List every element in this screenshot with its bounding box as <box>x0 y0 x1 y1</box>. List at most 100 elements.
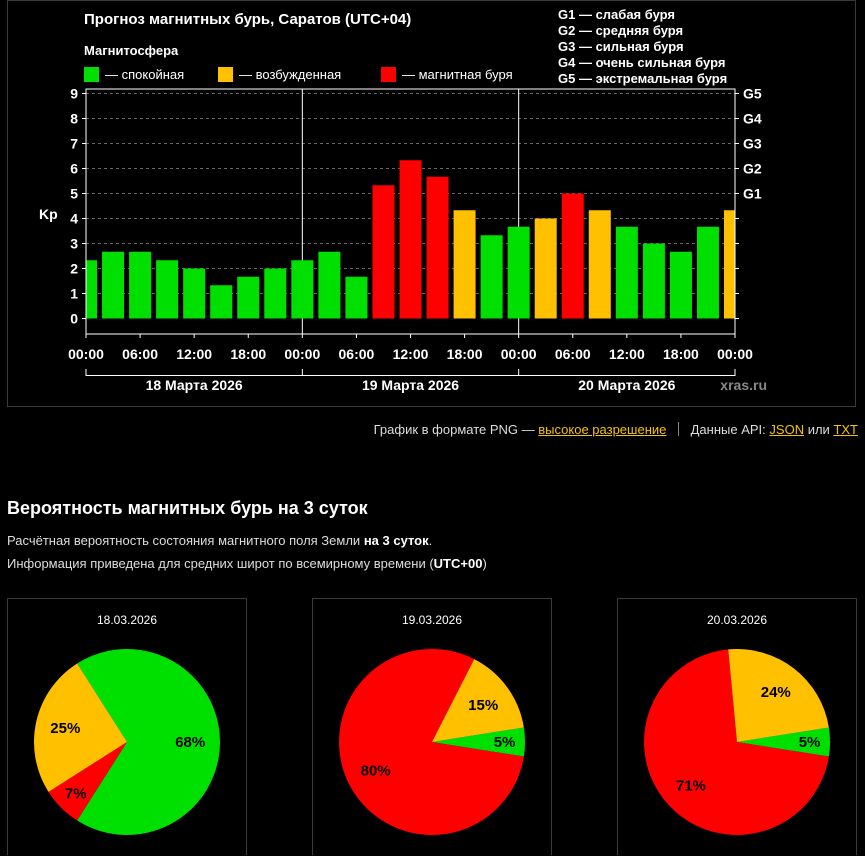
x-tick-label: 18:00 <box>230 346 266 362</box>
kp-bar <box>237 276 260 319</box>
g-tick-label: G4 <box>743 111 762 127</box>
x-tick-label: 18:00 <box>447 346 483 362</box>
g-scale-legend-item: G4 — очень сильная буря <box>558 55 725 70</box>
x-tick-label: 18:00 <box>663 346 699 362</box>
kp-bar <box>534 218 557 319</box>
legend-swatch <box>84 67 99 82</box>
y-tick-label: 4 <box>70 211 78 227</box>
links-row: График в формате PNG — высокое разрешени… <box>374 422 858 437</box>
pie-label-active: 25% <box>50 720 80 737</box>
x-tick-label: 00:00 <box>717 346 753 362</box>
x-tick-label: 00:00 <box>284 346 320 362</box>
pie-label-quiet: 68% <box>175 734 205 751</box>
g-scale-legend-item: G3 — сильная буря <box>558 39 684 54</box>
or-text: или <box>807 422 830 437</box>
pie-date: 19.03.2026 <box>401 613 463 627</box>
kp-bar <box>345 276 368 319</box>
pie-date: 18.03.2026 <box>96 613 158 627</box>
links-divider <box>678 422 679 436</box>
pie-slice-quiet <box>77 649 220 835</box>
x-tick-label: 12:00 <box>176 346 212 362</box>
watermark: xras.ru <box>720 377 767 393</box>
y-tick-label: 1 <box>70 286 78 302</box>
pie-label-storm: 71% <box>676 777 706 794</box>
desc1-end: . <box>428 533 433 548</box>
day-label: 19 Марта 2026 <box>362 377 459 393</box>
pie-slice-active <box>728 649 829 742</box>
desc2-text: Информация приведена для средних широт п… <box>7 556 434 571</box>
probability-description-2: Информация приведена для средних широт п… <box>7 556 487 571</box>
kp-bar <box>453 210 476 319</box>
g-tick-label: G2 <box>743 161 762 177</box>
x-tick-label: 06:00 <box>555 346 591 362</box>
y-tick-label: 8 <box>70 111 78 127</box>
kp-bar <box>507 226 530 319</box>
legend-label: — спокойная <box>105 67 184 82</box>
kp-bar <box>264 268 287 319</box>
chart-title: Прогноз магнитных бурь, Саратов (UTC+04) <box>84 11 411 28</box>
kp-bar <box>615 226 638 319</box>
kp-bar <box>129 251 152 319</box>
y-tick-label: 2 <box>70 261 78 277</box>
kp-bar <box>291 260 314 319</box>
kp-bar <box>696 226 719 319</box>
kp-bar <box>642 243 665 319</box>
pie-chart: 68% 7% 25% <box>33 649 220 835</box>
pie-chart: 5% 80% 15% <box>339 649 525 835</box>
x-tick-label: 00:00 <box>501 346 537 362</box>
y-tick-label: 6 <box>70 161 78 177</box>
pie-slice-quiet <box>432 727 525 757</box>
pie-chart: 5% 71% 24% <box>644 649 830 835</box>
desc1-text: Расчётная вероятность состояния магнитно… <box>7 533 361 548</box>
legend-swatch <box>218 67 233 82</box>
g-tick-label: G1 <box>743 186 762 202</box>
x-tick-label: 06:00 <box>339 346 375 362</box>
pie-label-active: 15% <box>468 697 498 714</box>
desc2-end: ) <box>482 556 487 571</box>
day-label: 18 Марта 2026 <box>146 377 243 393</box>
high-resolution-link[interactable]: высокое разрешение <box>538 422 667 437</box>
x-tick-label: 12:00 <box>609 346 645 362</box>
pie-label-storm: 7% <box>65 785 87 802</box>
kp-bar <box>102 251 125 319</box>
pie-label-quiet: 5% <box>799 734 821 751</box>
kp-bar <box>183 268 206 319</box>
g-tick-label: G5 <box>743 86 762 102</box>
pie-label-active: 24% <box>761 684 791 701</box>
x-tick-label: 12:00 <box>393 346 429 362</box>
legend-title: Магнитосфера <box>84 43 179 58</box>
pie-label-quiet: 5% <box>494 734 516 751</box>
x-tick-label: 00:00 <box>68 346 104 362</box>
kp-bar <box>426 176 449 319</box>
kp-bar <box>724 210 735 319</box>
kp-bar <box>210 285 233 319</box>
kp-chart: Прогноз магнитных бурь, Саратов (UTC+04)… <box>39 7 767 393</box>
json-link[interactable]: JSON <box>769 422 805 437</box>
g-tick-label: G3 <box>743 136 762 152</box>
g-scale-legend-item: G2 — средняя буря <box>558 23 683 38</box>
kp-chart-panel: Прогноз магнитных бурь, Саратов (UTC+04)… <box>7 0 856 407</box>
pie-card-day3: 20.03.2026 5% 71% 24% <box>617 598 857 855</box>
probability-title: Вероятность магнитных бурь на 3 суток <box>7 498 368 518</box>
kp-bar <box>86 260 97 319</box>
y-tick-label: 7 <box>70 136 78 152</box>
kp-bar <box>156 260 179 319</box>
pie-slice-storm <box>644 649 829 835</box>
desc2-bold: UTC+00 <box>433 556 483 571</box>
legend-swatch <box>381 67 396 82</box>
api-text: Данные API: <box>690 422 766 437</box>
pie-slice-active <box>432 659 524 742</box>
kp-bar <box>561 193 584 319</box>
legend-label: — магнитная буря <box>402 67 513 82</box>
kp-bar <box>399 160 422 319</box>
kp-bar <box>669 251 692 319</box>
g-scale-legend-item: G1 — слабая буря <box>558 7 675 22</box>
y-tick-label: 0 <box>70 311 78 327</box>
pie-slice-storm <box>48 742 127 821</box>
y-tick-label: 9 <box>70 86 78 102</box>
pie-slice-active <box>33 663 127 792</box>
pie-slice-storm <box>339 649 524 835</box>
y-axis-label: Kp <box>39 206 58 222</box>
png-text: График в формате PNG — <box>373 422 535 437</box>
txt-link[interactable]: TXT <box>833 422 858 437</box>
